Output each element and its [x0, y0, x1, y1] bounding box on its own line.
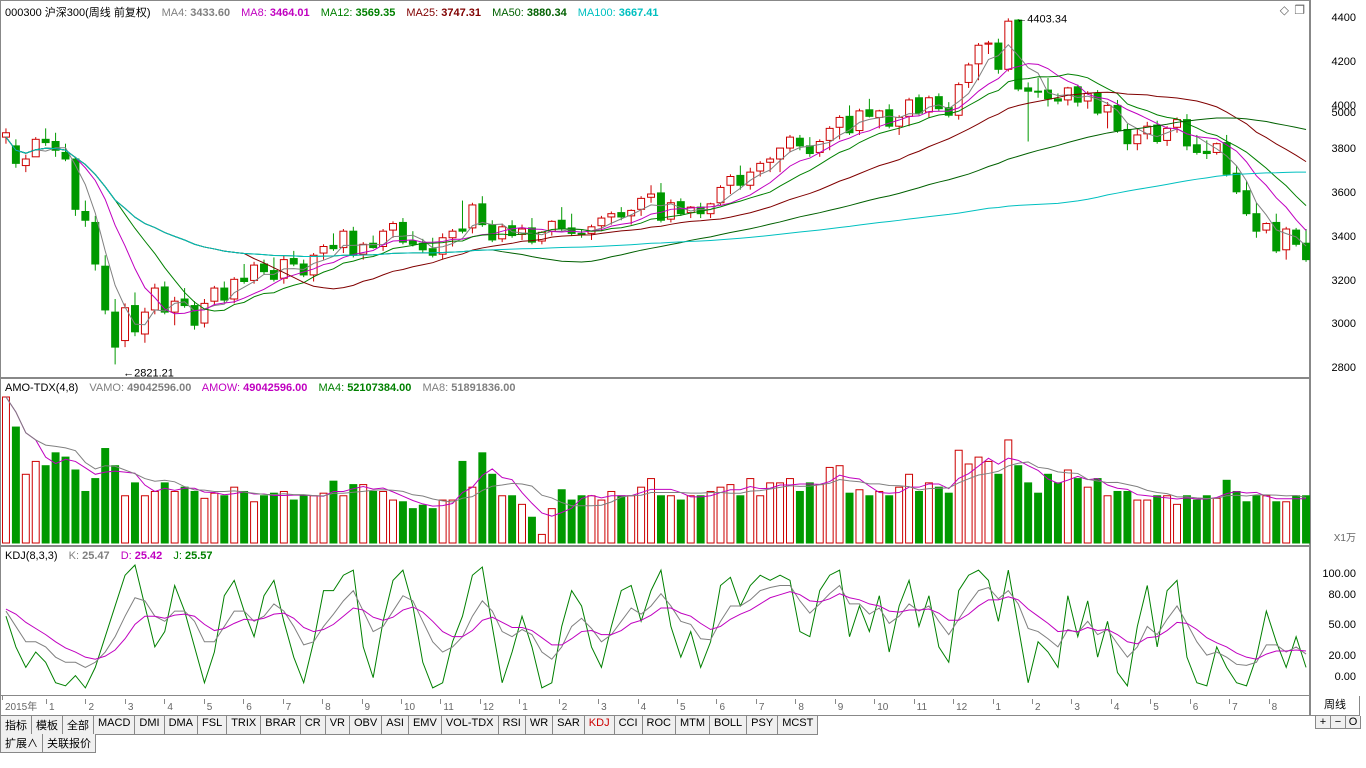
zoom-O[interactable]: O — [1345, 716, 1361, 729]
volume-yaxis: 50001000015000X1万 — [1310, 378, 1360, 546]
amo-label: AMO-TDX(4,8) — [5, 382, 78, 394]
ma50-label: MA50: 3880.34 — [492, 7, 567, 19]
indicator-tab-ASI[interactable]: ASI — [381, 716, 409, 735]
indicator-tab-MCST[interactable]: MCST — [777, 716, 818, 735]
k-label: K: 25.47 — [69, 550, 110, 562]
kdj-yaxis: 0.0020.0050.0080.00100.00 — [1310, 546, 1360, 696]
restore-icon[interactable]: ◇ — [1280, 3, 1289, 17]
indicator-tab-模板[interactable]: 模板 — [31, 716, 63, 735]
price-yaxis: 280030003200340036003800400042004400 — [1310, 0, 1360, 378]
ma100-label: MA100: 3667.41 — [578, 7, 659, 19]
indicator-tab-OBV[interactable]: OBV — [349, 716, 382, 735]
zoom-+[interactable]: + — [1315, 716, 1331, 729]
indicator-tab-VR[interactable]: VR — [325, 716, 350, 735]
indicator-tab-VOL-TDX[interactable]: VOL-TDX — [441, 716, 499, 735]
zoom-controls: +−O — [1315, 716, 1360, 729]
vamo-label: VAMO: 49042596.00 — [89, 382, 191, 394]
symbol-label: 000300 沪深300(周线 前复权) — [5, 7, 151, 19]
indicator-tab-FSL[interactable]: FSL — [197, 716, 227, 735]
indicator-tab-TRIX[interactable]: TRIX — [226, 716, 261, 735]
bottom-tabbar: 扩展∧关联报价 — [0, 734, 95, 753]
indicator-tab-RSI[interactable]: RSI — [498, 716, 526, 735]
svg-text:←4403.34: ←4403.34 — [1016, 13, 1067, 25]
indicator-tab-MTM[interactable]: MTM — [675, 716, 710, 735]
bottom-tab[interactable]: 扩展∧ — [0, 734, 43, 753]
maximize-icon[interactable]: ❐ — [1294, 3, 1305, 17]
kdj-canvas — [1, 547, 1311, 697]
zoom-−[interactable]: − — [1330, 716, 1346, 729]
price-chart: 000300 沪深300(周线 前复权) MA4: 3433.60 MA8: 3… — [0, 0, 1310, 378]
indicator-tab-DMA[interactable]: DMA — [164, 716, 198, 735]
ma25-label: MA25: 3747.31 — [406, 7, 481, 19]
indicator-tab-PSY[interactable]: PSY — [746, 716, 778, 735]
indicator-tab-BRAR[interactable]: BRAR — [260, 716, 301, 735]
indicator-tab-全部[interactable]: 全部 — [62, 716, 94, 735]
indicator-tab-EMV[interactable]: EMV — [408, 716, 442, 735]
ma8-label: MA8: 3464.01 — [241, 7, 310, 19]
indicator-tab-ROC[interactable]: ROC — [642, 716, 676, 735]
bottom-tab[interactable]: 关联报价 — [42, 734, 96, 753]
volume-header: AMO-TDX(4,8) VAMO: 49042596.00 AMOW: 490… — [5, 382, 523, 394]
indicator-tab-DMI[interactable]: DMI — [134, 716, 164, 735]
indicator-tabbar: 指标模板全部MACDDMIDMAFSLTRIXBRARCRVROBVASIEMV… — [0, 716, 817, 735]
indicator-tab-KDJ[interactable]: KDJ — [584, 716, 615, 735]
amow-label: AMOW: 49042596.00 — [202, 382, 308, 394]
volume-chart: AMO-TDX(4,8) VAMO: 49042596.00 AMOW: 490… — [0, 378, 1310, 546]
indicator-tab-指标[interactable]: 指标 — [0, 716, 32, 735]
vma4-label: MA4: 52107384.00 — [318, 382, 411, 394]
indicator-tab-MACD[interactable]: MACD — [93, 716, 135, 735]
j-label: J: 25.57 — [173, 550, 212, 562]
indicator-tab-CCI[interactable]: CCI — [614, 716, 643, 735]
ma4-label: MA4: 3433.60 — [162, 7, 231, 19]
indicator-tab-SAR[interactable]: SAR — [552, 716, 585, 735]
price-header: 000300 沪深300(周线 前复权) MA4: 3433.60 MA8: 3… — [5, 4, 666, 20]
vma8-label: MA8: 51891836.00 — [422, 382, 515, 394]
period-label: 周线 — [1310, 696, 1360, 716]
volume-canvas — [1, 379, 1311, 547]
indicator-tab-WR[interactable]: WR — [525, 716, 553, 735]
kdj-header: KDJ(8,3,3) K: 25.47 D: 25.42 J: 25.57 — [5, 550, 221, 562]
kdj-chart: KDJ(8,3,3) K: 25.47 D: 25.42 J: 25.57 — [0, 546, 1310, 696]
kdj-title: KDJ(8,3,3) — [5, 550, 58, 562]
ma12-label: MA12: 3569.35 — [321, 7, 396, 19]
price-canvas: ←2821.21←4403.34 — [1, 1, 1311, 379]
d-label: D: 25.42 — [121, 550, 163, 562]
indicator-tab-BOLL[interactable]: BOLL — [709, 716, 747, 735]
indicator-tab-CR[interactable]: CR — [300, 716, 326, 735]
time-axis: 2015年12345678910111212345678910111212345… — [0, 696, 1310, 716]
